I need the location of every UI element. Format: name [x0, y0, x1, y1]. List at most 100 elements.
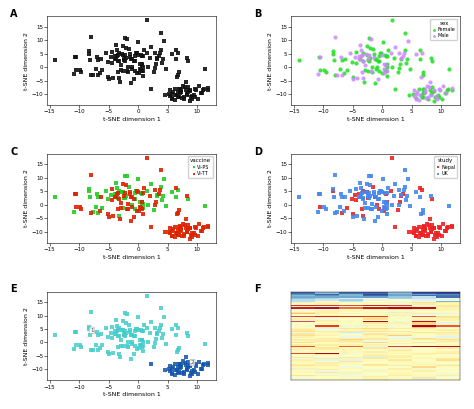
Male [358, 52, 366, 58]
Point [72, 328, 80, 335]
Vi-TT [173, 211, 181, 218]
Point [140, 73, 147, 79]
Female [416, 56, 423, 63]
Vi-TT [134, 189, 142, 196]
Point [181, 369, 188, 375]
Point [145, 339, 152, 346]
UK [401, 167, 409, 173]
Point [201, 86, 208, 92]
Nepal [441, 228, 448, 234]
Vi-TT [175, 231, 182, 238]
Male [439, 83, 447, 90]
Point [109, 350, 117, 357]
UK [354, 212, 361, 219]
Point [197, 365, 204, 372]
UK [365, 190, 373, 196]
Point [201, 65, 209, 72]
Point [187, 373, 194, 380]
Vi-TT [169, 226, 176, 233]
Nepal [438, 233, 446, 240]
Text: 1: 1 [90, 328, 93, 333]
UK [360, 216, 368, 222]
Vi-TT [183, 229, 191, 236]
Nepal [436, 231, 443, 238]
Female [424, 96, 432, 102]
Vi-TT [199, 224, 207, 231]
Vi-TT [161, 229, 168, 236]
Female [329, 48, 337, 55]
Point [122, 55, 129, 61]
UK [400, 187, 408, 194]
Point [131, 333, 139, 339]
Male [367, 36, 374, 42]
Vi-TT [134, 188, 141, 194]
Female [420, 85, 428, 92]
Point [96, 345, 103, 352]
Point [186, 362, 193, 369]
Vi-TT [182, 225, 190, 231]
Vi-PS [153, 193, 160, 200]
Male [418, 49, 426, 56]
Point [111, 331, 118, 337]
Vi-PS [137, 189, 145, 196]
Vi-TT [204, 222, 212, 229]
Vi-TT [87, 171, 94, 178]
Male [361, 62, 369, 68]
Vi-PS [139, 199, 146, 205]
Female [375, 68, 383, 74]
Point [122, 327, 129, 334]
Point [111, 53, 118, 59]
Vi-TT [156, 187, 164, 194]
Nepal [343, 204, 350, 211]
Point [123, 343, 131, 349]
Vi-PS [174, 187, 182, 193]
Point [166, 92, 174, 99]
Point [122, 330, 129, 337]
Male [382, 62, 390, 68]
Y-axis label: t-SNE dimension 2: t-SNE dimension 2 [24, 307, 29, 365]
Point [117, 67, 125, 74]
Female [402, 59, 410, 66]
Nepal [410, 228, 417, 235]
Vi-PS [92, 204, 100, 210]
Point [194, 95, 201, 102]
Vi-TT [114, 189, 122, 196]
UK [364, 193, 372, 200]
Vi-PS [160, 176, 167, 182]
Male [425, 84, 433, 91]
Point [176, 365, 184, 372]
Point [127, 328, 134, 335]
Point [204, 86, 212, 93]
Point [159, 56, 166, 62]
Female [372, 66, 380, 72]
Point [153, 54, 160, 61]
UK [392, 181, 399, 188]
Point [161, 92, 168, 98]
UK [374, 196, 382, 202]
UK [378, 208, 385, 214]
UK [445, 203, 453, 210]
Male [404, 38, 411, 45]
Female [397, 61, 404, 67]
Vi-TT [178, 232, 186, 239]
Point [125, 344, 132, 350]
Vi-TT [76, 204, 84, 211]
Female [369, 46, 377, 53]
Point [186, 88, 194, 94]
Female [383, 61, 390, 67]
Point [169, 51, 176, 57]
Male [364, 55, 372, 62]
Vi-TT [109, 197, 116, 203]
Vi-TT [194, 233, 201, 240]
Point [183, 91, 191, 97]
UK [365, 173, 373, 179]
Vi-TT [175, 207, 182, 213]
Male [412, 51, 420, 57]
Female [441, 90, 448, 97]
Point [168, 94, 176, 101]
Male [383, 67, 391, 74]
Point [172, 367, 179, 374]
Point [184, 364, 192, 370]
UK [361, 200, 369, 206]
Vi-PS [111, 191, 118, 197]
